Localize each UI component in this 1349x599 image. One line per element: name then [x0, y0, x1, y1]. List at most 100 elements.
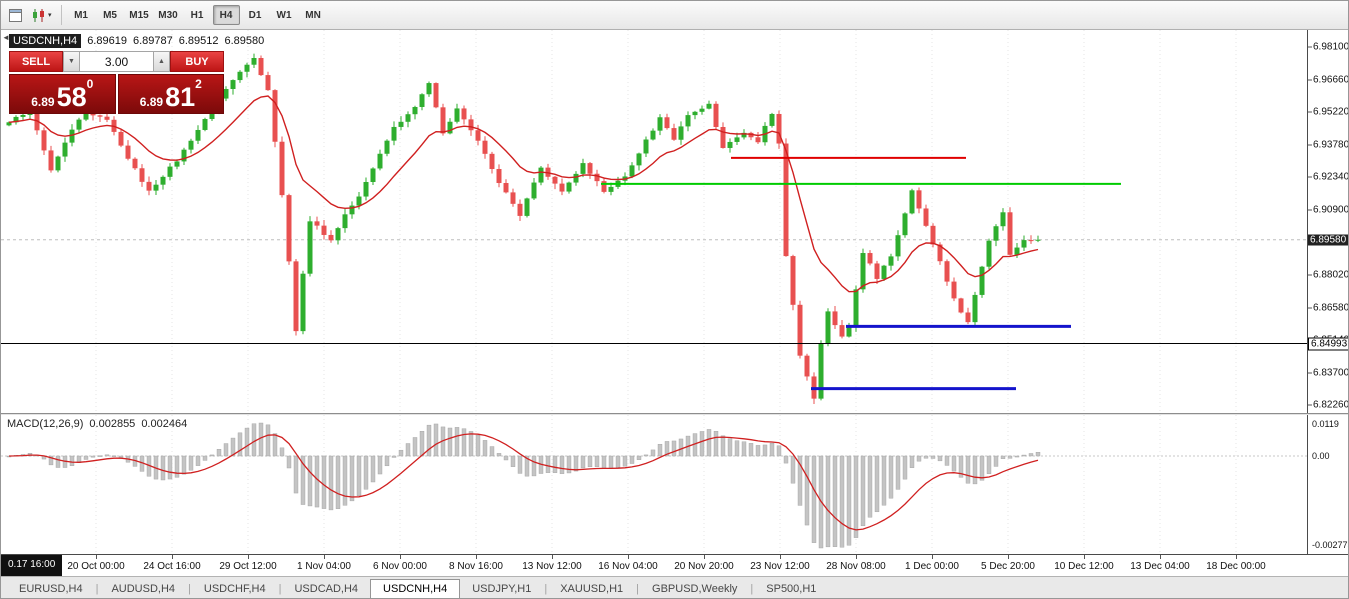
- panel-splitter[interactable]: [1, 413, 1348, 415]
- chart-tab-bar: EURUSD,H4 | AUDUSD,H4 | USDCHF,H4 | USDCAD,H4 U…: [1, 576, 1348, 598]
- sell-price-pip: 0: [86, 77, 94, 91]
- volume-input[interactable]: [80, 51, 153, 72]
- tab-eurusd-h4[interactable]: EURUSD,H4: [19, 582, 83, 595]
- price-axis-label: 6.83700: [1313, 367, 1349, 379]
- tab-audusd-h4[interactable]: AUDUSD,H4: [111, 582, 176, 595]
- buy-button[interactable]: BUY: [170, 51, 224, 72]
- time-axis-tick: [856, 555, 857, 559]
- timeframe-M30[interactable]: M30: [158, 9, 178, 21]
- price-axis-tick: [1308, 209, 1312, 211]
- new-chart-icon-button[interactable]: [4, 4, 27, 26]
- ohlc-low: 6.89512: [178, 35, 219, 47]
- price-axis-label: 6.98100: [1313, 41, 1349, 53]
- macd-histogram: [6, 422, 1041, 549]
- time-axis-label: 6 Nov 00:00: [373, 561, 427, 572]
- new-chart-icon: [9, 8, 22, 22]
- chart-scroll-marker-icon: ◄: [2, 33, 10, 42]
- macd-header: MACD(12,26,9) 0.002855 0.002464: [7, 418, 187, 430]
- time-axis-tick: [324, 555, 325, 559]
- price-axis-label: 6.86580: [1313, 302, 1349, 314]
- time-axis-label: 20 Nov 20:00: [674, 561, 734, 572]
- time-axis[interactable]: 0.17 16:00 20 Oct 00:00 24 Oct 16:00 29 Oc…: [1, 554, 1348, 576]
- time-axis-tick: [628, 555, 629, 559]
- sell-price-tile[interactable]: 6.89 58 0: [9, 74, 116, 114]
- chevron-down-icon: ▾: [48, 12, 52, 19]
- one-click-trade-panel: SELL ▼ ▲ BUY 6.89 58 0 6.89 81 2: [9, 51, 224, 114]
- time-axis-label: 29 Oct 12:00: [219, 561, 277, 572]
- macd-value-signal: 0.002464: [141, 418, 188, 430]
- time-axis-tick: [476, 555, 477, 559]
- trade-controls-row: SELL ▼ ▲ BUY: [9, 51, 224, 72]
- sell-price-big: 58: [56, 82, 87, 113]
- macd-axis: 0.0119 0.00 -0.002775: [1307, 415, 1348, 554]
- chart-header: USDCNH,H4 6.89619 6.89787 6.89512 6.8958…: [9, 34, 264, 48]
- price-axis-label: 6.93780: [1313, 139, 1349, 151]
- tab-usdcnh-h4[interactable]: USDCNH,H4: [370, 578, 461, 598]
- timeframe-M15[interactable]: M15: [129, 9, 149, 21]
- price-axis-label: 6.96660: [1313, 74, 1349, 86]
- time-axis-tick: [780, 555, 781, 559]
- time-axis-label: 10 Dec 12:00: [1054, 561, 1114, 572]
- time-axis-tick: [172, 555, 173, 559]
- timeframe-H1[interactable]: H1: [190, 9, 204, 21]
- price-axis-tick: [1308, 372, 1312, 374]
- time-axis-label: 28 Nov 08:00: [826, 561, 886, 572]
- macd-indicator-canvas[interactable]: [1, 415, 1307, 554]
- tab-xauusd-h1[interactable]: XAUUSD,H1: [560, 582, 624, 595]
- time-axis-tick: [400, 555, 401, 559]
- timeframe-M1[interactable]: M1: [74, 9, 88, 21]
- tab-separator: |: [636, 582, 640, 595]
- tab-usdcad-h4[interactable]: USDCAD,H4: [294, 582, 359, 595]
- time-axis-tick: [1236, 555, 1237, 559]
- tab-usdjpy-h1[interactable]: USDJPY,H1: [472, 582, 532, 595]
- trade-prices-row: 6.89 58 0 6.89 81 2: [9, 74, 224, 114]
- time-axis-tick: [1084, 555, 1085, 559]
- timeframe-H4[interactable]: H4: [212, 5, 240, 25]
- current-price-badge: 6.89580: [1308, 234, 1348, 246]
- time-axis-label: 24 Oct 16:00: [143, 561, 201, 572]
- price-axis-label: 6.95220: [1313, 106, 1349, 118]
- time-axis-tick: [248, 555, 249, 559]
- time-axis-label: 23 Nov 12:00: [750, 561, 810, 572]
- time-axis-badge: 0.17 16:00: [1, 555, 63, 576]
- price-axis-tick: [1308, 46, 1312, 48]
- time-axis-label: 13 Nov 12:00: [522, 561, 582, 572]
- tab-separator: |: [95, 582, 99, 595]
- tab-usdchf-h4[interactable]: USDCHF,H4: [203, 582, 266, 595]
- time-axis-label: 13 Dec 04:00: [1130, 561, 1190, 572]
- price-axis-tick: [1308, 307, 1312, 309]
- time-axis-tick: [1008, 555, 1009, 559]
- price-axis-label: 6.82260: [1313, 399, 1349, 411]
- tab-separator: |: [750, 582, 754, 595]
- chart-type-icon-button[interactable]: ▾: [27, 4, 56, 26]
- time-axis-tick: [932, 555, 933, 559]
- toolbar-separator: [60, 5, 62, 25]
- symbol-label: USDCNH,H4: [9, 34, 82, 48]
- timeframe-M5[interactable]: M5: [103, 9, 117, 21]
- timeframe-D1[interactable]: D1: [248, 9, 262, 21]
- volume-increase-button[interactable]: ▲: [153, 51, 170, 72]
- price-axis-tick: [1308, 144, 1312, 146]
- price-axis-tick: [1308, 404, 1312, 406]
- tab-sp500-h1[interactable]: SP500,H1: [766, 582, 817, 595]
- candlestick-chart-icon: [33, 8, 44, 22]
- buy-price-tile[interactable]: 6.89 81 2: [117, 74, 224, 114]
- timeframe-W1[interactable]: W1: [276, 9, 292, 21]
- tab-gbpusd-weekly[interactable]: GBPUSD,Weekly: [652, 582, 738, 595]
- macd-signal-line: [8, 433, 1039, 531]
- time-axis-tick: [704, 555, 705, 559]
- price-axis-tick: [1308, 111, 1312, 113]
- sell-button[interactable]: SELL: [9, 51, 63, 72]
- price-axis-tick: [1308, 176, 1312, 178]
- macd-axis-label-zero: 0.00: [1312, 451, 1330, 461]
- macd-value-main: 0.002855: [89, 418, 136, 430]
- time-axis-label: 8 Nov 16:00: [449, 561, 503, 572]
- timeframe-button-group: M1 M5 M15 M30 H1 H4 D1 W1 MN: [67, 5, 328, 25]
- volume-decrease-button[interactable]: ▼: [63, 51, 80, 72]
- price-axis-tick: [1308, 79, 1312, 81]
- timeframe-MN[interactable]: MN: [305, 9, 321, 21]
- price-axis-label: 6.92340: [1313, 171, 1349, 183]
- top-toolbar: ▾ M1 M5 M15 M30 H1 H4 D1 W1 MN: [1, 1, 1348, 30]
- time-axis-tick: [96, 555, 97, 559]
- price-axis[interactable]: 6.98100 6.96660 6.95220 6.93780 6.92340 6.909…: [1307, 30, 1349, 413]
